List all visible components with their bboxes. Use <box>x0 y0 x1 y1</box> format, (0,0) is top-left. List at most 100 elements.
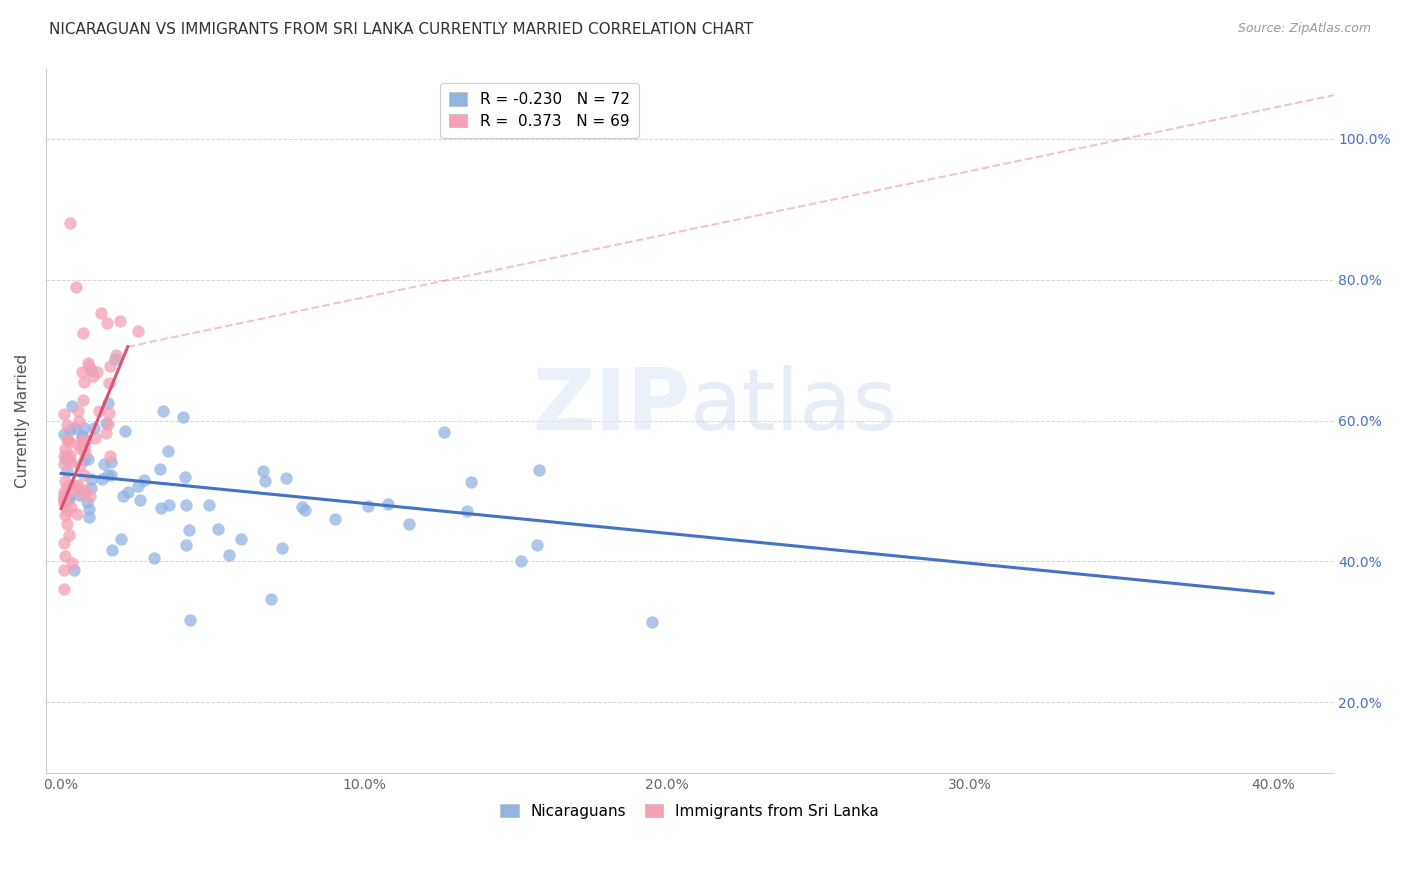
Point <box>432 425 454 439</box>
Point <box>97 468 120 483</box>
Point <box>294 502 316 516</box>
Point <box>80 481 103 495</box>
Point <box>207 522 229 536</box>
Point <box>67 414 90 428</box>
Point <box>460 475 482 490</box>
Point <box>53 475 76 489</box>
Point <box>98 406 121 420</box>
Point <box>218 548 240 562</box>
Legend: Nicaraguans, Immigrants from Sri Lanka: Nicaraguans, Immigrants from Sri Lanka <box>495 797 886 825</box>
Point <box>72 434 94 448</box>
Point <box>112 490 135 504</box>
Point <box>56 433 79 447</box>
Point <box>83 421 105 435</box>
Point <box>90 306 112 320</box>
Point <box>73 453 96 467</box>
Point <box>53 508 76 522</box>
Point <box>134 473 156 487</box>
Point <box>75 433 97 447</box>
Point <box>58 453 80 467</box>
Point <box>55 442 77 456</box>
Point <box>67 488 90 502</box>
Text: NICARAGUAN VS IMMIGRANTS FROM SRI LANKA CURRENTLY MARRIED CORRELATION CHART: NICARAGUAN VS IMMIGRANTS FROM SRI LANKA … <box>49 22 754 37</box>
Point <box>129 493 152 508</box>
Point <box>323 512 346 526</box>
Point <box>98 376 121 390</box>
Point <box>59 477 82 491</box>
Point <box>73 376 96 390</box>
Point <box>56 480 79 494</box>
Point <box>641 615 664 629</box>
Point <box>77 359 100 374</box>
Point <box>53 407 76 421</box>
Point <box>69 459 91 474</box>
Point <box>65 484 87 499</box>
Point <box>53 496 76 510</box>
Point <box>59 423 82 437</box>
Point <box>94 416 117 430</box>
Point <box>176 538 198 552</box>
Point <box>72 365 94 379</box>
Point <box>53 489 76 503</box>
Point <box>66 508 89 522</box>
Point <box>398 516 420 531</box>
Point <box>73 440 96 454</box>
Point <box>60 500 83 514</box>
Point <box>58 491 80 505</box>
Text: ZIP: ZIP <box>531 365 690 448</box>
Point <box>59 454 82 468</box>
Point <box>59 448 82 462</box>
Point <box>60 399 83 413</box>
Point <box>56 517 79 532</box>
Text: Source: ZipAtlas.com: Source: ZipAtlas.com <box>1237 22 1371 36</box>
Point <box>72 326 94 340</box>
Point <box>91 472 114 486</box>
Point <box>252 465 274 479</box>
Point <box>82 369 104 384</box>
Point <box>526 538 548 552</box>
Point <box>177 524 200 538</box>
Point <box>65 479 87 493</box>
Point <box>357 499 380 513</box>
Point <box>58 528 80 542</box>
Point <box>276 471 298 485</box>
Point <box>56 433 79 447</box>
Point <box>56 464 79 478</box>
Point <box>63 420 86 434</box>
Point <box>127 478 149 492</box>
Point <box>76 356 98 370</box>
Point <box>260 592 283 607</box>
Point <box>229 532 252 546</box>
Point <box>59 217 82 231</box>
Point <box>93 458 115 472</box>
Point <box>97 417 120 431</box>
Point <box>53 457 76 471</box>
Point <box>101 543 124 558</box>
Point <box>53 549 76 563</box>
Point <box>70 430 93 444</box>
Point <box>253 474 276 488</box>
Point <box>77 509 100 524</box>
Point <box>53 491 76 506</box>
Point <box>80 362 103 376</box>
Point <box>96 316 118 330</box>
Point <box>127 324 149 338</box>
Point <box>55 449 77 463</box>
Point <box>70 442 93 456</box>
Point <box>104 352 127 367</box>
Point <box>509 554 531 568</box>
Point <box>73 421 96 435</box>
Point <box>60 557 83 571</box>
Point <box>67 438 90 452</box>
Point <box>72 487 94 501</box>
Point <box>53 582 76 596</box>
Point <box>97 395 120 409</box>
Point <box>53 426 76 441</box>
Point <box>56 418 79 433</box>
Point <box>150 500 173 515</box>
Point <box>108 314 131 328</box>
Point <box>198 498 221 512</box>
Point <box>456 504 478 518</box>
Point <box>79 489 101 503</box>
Point <box>72 434 94 448</box>
